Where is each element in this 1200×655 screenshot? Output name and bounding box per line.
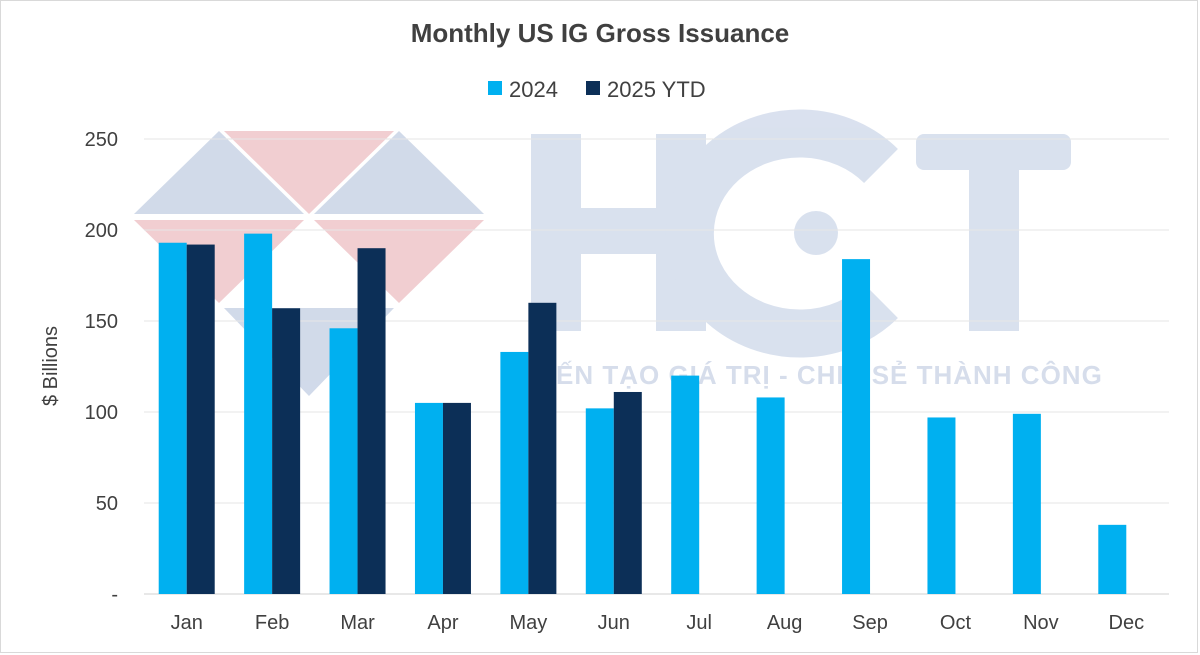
legend-swatch — [488, 81, 502, 95]
bar-2025-ytd-jun — [613, 391, 642, 594]
x-tick-label: Nov — [1023, 612, 1059, 634]
x-tick-label: May — [509, 612, 547, 634]
x-tick-label: Apr — [427, 612, 458, 634]
bar-2024-sep — [842, 259, 871, 594]
bar-2024-aug — [756, 397, 785, 594]
bar-2024-jul — [671, 375, 700, 594]
bar-2024-dec — [1098, 524, 1127, 594]
watermark-tagline: KIẾN TẠO GIÁ TRỊ - CHIA SẺ THÀNH CÔNG — [528, 360, 1103, 390]
y-tick-label: 250 — [85, 129, 118, 151]
chart-title: Monthly US IG Gross Issuance — [411, 18, 790, 48]
x-tick-label: Jun — [598, 612, 630, 634]
x-tick-label: Jan — [171, 612, 203, 634]
bar-2025-ytd-jan — [186, 244, 215, 594]
y-tick-label: 150 — [85, 311, 118, 333]
bar-2024-jan — [158, 242, 187, 595]
bar-2025-ytd-mar — [357, 248, 386, 594]
bar-2025-ytd-feb — [272, 308, 301, 594]
y-tick-label: - — [111, 584, 118, 606]
bar-2024-jun — [585, 408, 614, 594]
x-tick-label: Dec — [1109, 612, 1145, 634]
legend-label: 2025 YTD — [607, 77, 706, 102]
bar-2024-may — [500, 351, 529, 594]
bar-2024-oct — [927, 417, 956, 594]
legend-label: 2024 — [509, 77, 558, 102]
y-tick-label: 100 — [85, 402, 118, 424]
bar-2024-mar — [329, 328, 358, 594]
bar-2025-ytd-apr — [442, 402, 471, 594]
bar-2024-apr — [414, 402, 443, 594]
bars — [158, 233, 1127, 595]
y-tick-label: 200 — [85, 220, 118, 242]
legend: 2024 2025 YTD — [488, 77, 706, 102]
x-tick-label: Oct — [940, 612, 972, 634]
bar-2024-nov — [1012, 413, 1041, 594]
x-tick-label: Mar — [340, 612, 375, 634]
x-tick-label: Sep — [852, 612, 888, 634]
legend-swatch — [586, 81, 600, 95]
x-tick-label: Feb — [255, 612, 289, 634]
axes: - 50 100 150 200 250 Jan Feb Mar Apr May Jun Jul Aug S… — [85, 129, 1144, 634]
bar-2025-ytd-may — [528, 302, 557, 594]
x-tick-label: Aug — [767, 612, 803, 634]
bar-2024-feb — [244, 233, 273, 594]
hct-letters-icon — [531, 109, 1071, 358]
gridlines — [144, 138, 1169, 595]
y-axis-label: $ Billions — [40, 326, 62, 406]
y-tick-label: 50 — [96, 493, 118, 515]
x-tick-label: Jul — [686, 612, 712, 634]
